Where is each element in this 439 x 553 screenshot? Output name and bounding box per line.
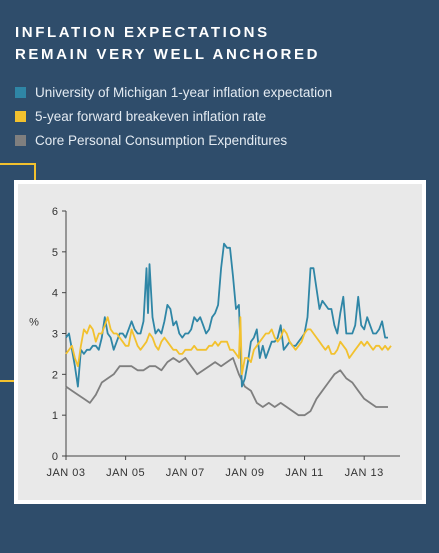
series-lines — [65, 242, 392, 417]
y-tick-label: 0 — [52, 451, 58, 463]
series-line-2 — [65, 357, 388, 417]
x-tick-label: JAN 11 — [285, 467, 323, 479]
chart-title: INFLATION EXPECTATIONS REMAIN VERY WELL … — [15, 22, 320, 66]
chart-title-line: INFLATION EXPECTATIONS — [15, 24, 270, 41]
legend-item-michigan: University of Michigan 1-year inflation … — [15, 80, 332, 104]
legend-swatch — [15, 86, 26, 98]
legend-label: University of Michigan 1-year inflation … — [35, 84, 333, 100]
x-tick-label: JAN 03 — [46, 467, 85, 479]
y-tick-label: 4 — [52, 288, 58, 300]
legend-swatch — [15, 110, 26, 122]
axes: 0 1 2 3 4 5 6% JAN 03 JAN 05 JAN 07 JAN 09 JAN 11 JA… — [29, 206, 400, 479]
legend-label: Core Personal Consumption Expenditures — [35, 132, 288, 148]
series-line-0 — [65, 242, 388, 388]
y-axis-label: % — [29, 316, 39, 328]
legend-label: 5-year forward breakeven inflation rate — [35, 108, 267, 124]
series-line-1 — [65, 316, 392, 376]
x-tick-label: JAN 07 — [166, 467, 205, 479]
y-tick-label: 5 — [52, 247, 58, 259]
legend-item-pce: Core Personal Consumption Expenditures — [15, 128, 332, 152]
y-tick-label: 1 — [52, 410, 58, 422]
x-tick-label: JAN 13 — [345, 467, 384, 479]
y-tick-label: 2 — [52, 369, 58, 381]
legend-swatch — [15, 134, 26, 146]
legend: University of Michigan 1-year inflation … — [15, 80, 332, 152]
y-tick-label: 3 — [52, 329, 58, 341]
y-tick-label: 6 — [52, 206, 58, 218]
chart-title-line: REMAIN VERY WELL ANCHORED — [15, 46, 321, 63]
chart-svg: 0 1 2 3 4 5 6% JAN 03 JAN 05 JAN 07 JAN 09 JAN 11 JA… — [29, 206, 400, 479]
legend-item-breakeven: 5-year forward breakeven inflation rate — [15, 104, 332, 128]
x-tick-label: JAN 09 — [225, 467, 264, 479]
chart-panel: 0 1 2 3 4 5 6% JAN 03 JAN 05 JAN 07 JAN 09 JAN 11 JA… — [14, 180, 426, 504]
x-tick-label: JAN 05 — [106, 467, 145, 479]
